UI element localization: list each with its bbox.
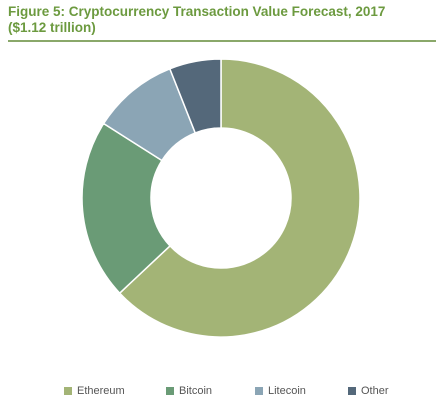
donut-slices [81, 58, 361, 338]
legend-swatch-ethereum [64, 387, 72, 395]
legend-item-bitcoin: Bitcoin [166, 385, 212, 397]
legend-item-ethereum: Ethereum [64, 385, 125, 397]
legend-label-ethereum: Ethereum [77, 385, 125, 397]
chart-subtitle: ($1.12 trillion) [8, 20, 96, 35]
chart-title-line: Figure 5: Cryptocurrency Transaction Val… [8, 4, 386, 19]
legend-swatch-litecoin [255, 387, 263, 395]
title-divider [8, 40, 436, 42]
legend-item-litecoin: Litecoin [255, 385, 306, 397]
legend-label-other: Other [361, 385, 389, 397]
legend-swatch-other [348, 387, 356, 395]
legend-item-other: Other [348, 385, 389, 397]
legend-swatch-bitcoin [166, 387, 174, 395]
slice-bitcoin [81, 122, 172, 295]
legend-label-bitcoin: Bitcoin [179, 385, 213, 397]
chart-legend: Ethereum Bitcoin Litecoin Other [0, 385, 444, 401]
chart-title: Figure 5: Cryptocurrency Transaction Val… [8, 4, 438, 36]
slice-ethereum [118, 58, 361, 338]
slice-other [168, 58, 222, 134]
legend-label-litecoin: Litecoin [268, 385, 306, 397]
